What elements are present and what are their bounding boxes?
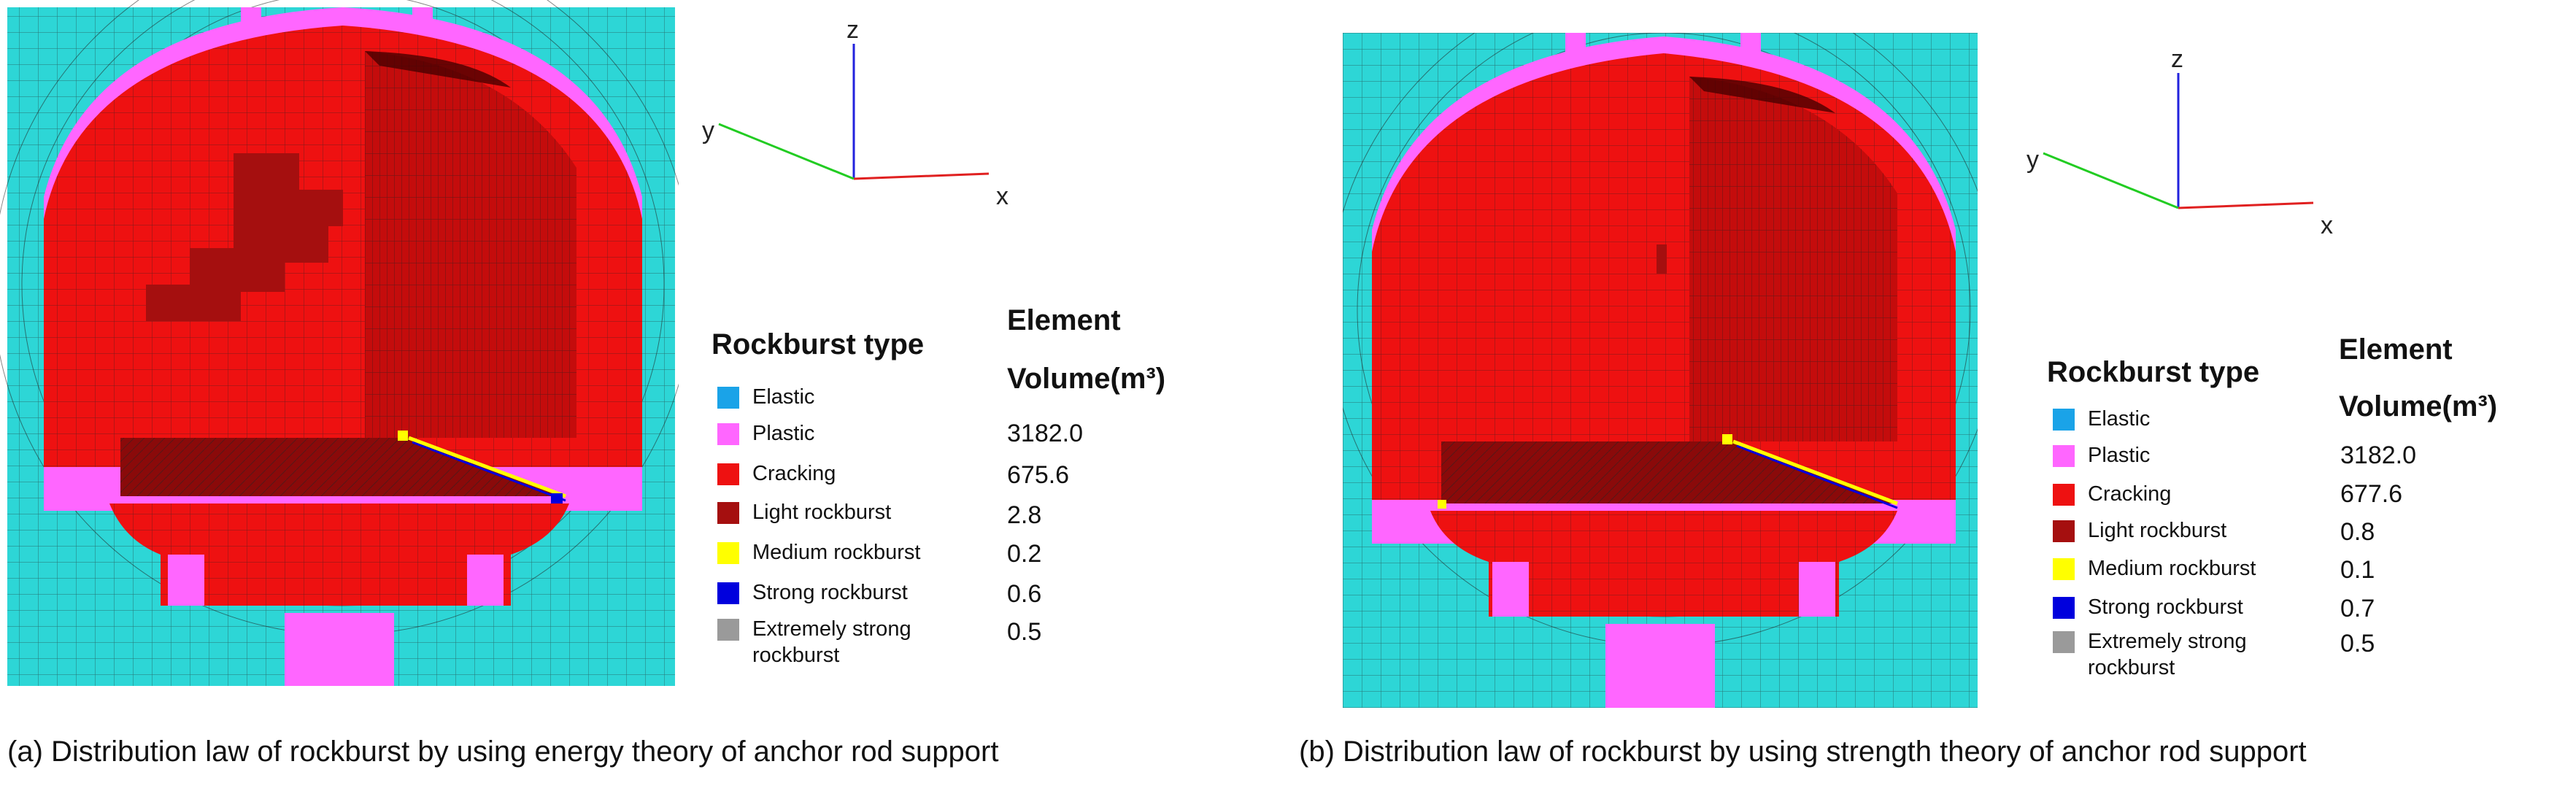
volume-light-rockburst: 2.8: [1007, 501, 1042, 529]
legend-label-line2: rockburst: [752, 644, 840, 667]
medium-rockburst-swatch: [2053, 558, 2075, 580]
legend-item-medium-rockburst: Medium rockburst: [2047, 552, 2324, 589]
y-axis-label: y: [702, 117, 714, 144]
legend-item-cracking: Cracking: [712, 458, 989, 494]
light-rockburst-swatch: [2053, 520, 2075, 542]
legend-item-cracking: Cracking: [2047, 478, 2324, 514]
y-axis: [2043, 152, 2179, 209]
x-axis: [853, 172, 990, 180]
extremely-strong-rockburst-swatch: [717, 619, 739, 641]
coordinate-axes-a: z x y: [702, 16, 1009, 210]
light-rockburst-spot: [1657, 244, 1667, 274]
volume-strong-rockburst: 0.7: [2340, 595, 2375, 622]
caption-a: (a) Distribution law of rockburst by usi…: [7, 736, 999, 768]
legend-item-elastic: Elastic: [2047, 403, 2324, 439]
plastic-swatch: [717, 423, 739, 445]
volume-cracking: 675.6: [1007, 461, 1070, 489]
caption-b: (b) Distribution law of rockburst by usi…: [1299, 736, 2307, 768]
volume-cracking: 677.6: [2340, 480, 2403, 508]
legend-item-extremely-strong-rockburst: Extremely strong rockburst: [2047, 625, 2324, 684]
legend-item-light-rockburst: Light rockburst: [712, 496, 989, 533]
legend-label: Plastic: [2088, 444, 2151, 467]
tunnel-model-a: [0, 0, 679, 686]
legend-item-plastic: Plastic: [2047, 439, 2324, 476]
x-axis: [2178, 201, 2314, 209]
volume-plastic: 3182.0: [1007, 420, 1083, 447]
light-rockburst-swatch: [717, 502, 739, 524]
legend-title: Rockburst type: [712, 328, 925, 360]
y-axis-label: y: [2027, 146, 2039, 174]
medium-rockburst-swatch: [717, 542, 739, 564]
legend-b: Rockburst type Element Volume(m³) Elasti…: [2047, 328, 2499, 708]
panel-b: z x y Rockburst type Element Volume(m³) …: [1288, 0, 2576, 791]
volume-title-line2: Volume(m³): [2339, 390, 2498, 422]
volume-title-line1: Element: [1007, 304, 1121, 336]
strong-rockburst-swatch: [717, 582, 739, 604]
legend-label: Cracking: [2088, 482, 2172, 506]
legend-label: Medium rockburst: [2088, 557, 2256, 580]
legend-label-line2: rockburst: [2088, 656, 2175, 679]
plastic-swatch: [2053, 445, 2075, 467]
volume-extremely-strong-rockburst: 0.5: [2340, 630, 2375, 657]
legend-label: Strong rockburst: [2088, 595, 2243, 619]
legend-item-elastic: Elastic: [712, 381, 989, 417]
volume-light-rockburst: 0.8: [2340, 518, 2375, 546]
z-axis-label: z: [847, 16, 859, 44]
volume-title-line2: Volume(m³): [1007, 363, 1166, 395]
legend-label: Medium rockburst: [752, 541, 921, 564]
elastic-swatch: [2053, 409, 2075, 431]
panel-a: z x y Rockburst type Element Volume(m³) …: [0, 0, 1165, 768]
legend-label: Extremely strong: [752, 617, 911, 641]
coordinate-axes-b: z x y: [2027, 45, 2333, 239]
y-axis: [718, 123, 855, 180]
legend-item-extremely-strong-rockburst: Extremely strong rockburst: [712, 613, 989, 671]
legend-item-strong-rockburst: Strong rockburst: [2047, 591, 2324, 628]
volume-title-line1: Element: [2339, 333, 2453, 366]
strong-rockburst-swatch: [2053, 597, 2075, 619]
legend-a: Rockburst type Element Volume(m³) Elasti…: [712, 299, 1165, 686]
legend-title: Rockburst type: [2047, 356, 2260, 388]
volume-plastic: 3182.0: [2340, 441, 2416, 469]
volume-medium-rockburst: 0.2: [1007, 540, 1042, 568]
x-axis-label: x: [2321, 212, 2333, 239]
legend-label: Elastic: [2088, 407, 2151, 431]
legend-item-medium-rockburst: Medium rockburst: [712, 536, 989, 573]
cracking-swatch: [2053, 484, 2075, 506]
volume-column-title: Element Volume(m³): [2339, 328, 2497, 428]
z-axis-label: z: [2171, 45, 2183, 73]
legend-label: Light rockburst: [2088, 519, 2227, 542]
volume-strong-rockburst: 0.6: [1007, 580, 1042, 608]
extremely-strong-rockburst-swatch: [2053, 631, 2075, 653]
volume-extremely-strong-rockburst: 0.5: [1007, 618, 1042, 646]
x-axis-label: x: [996, 182, 1009, 210]
tunnel-model-b: [1343, 33, 1978, 708]
legend-label: Strong rockburst: [752, 581, 908, 604]
light-rockburst-zone: [146, 153, 343, 321]
cracking-swatch: [717, 463, 739, 485]
elastic-swatch: [717, 387, 739, 409]
legend-label: Light rockburst: [752, 501, 892, 524]
legend-item-strong-rockburst: Strong rockburst: [712, 576, 989, 613]
legend-item-plastic: Plastic: [712, 417, 989, 454]
legend-label: Elastic: [752, 385, 815, 409]
legend-label: Extremely strong: [2088, 630, 2247, 653]
legend-item-light-rockburst: Light rockburst: [2047, 514, 2324, 551]
legend-label: Cracking: [752, 462, 836, 485]
legend-label: Plastic: [752, 422, 815, 445]
volume-column-title: Element Volume(m³): [1007, 299, 1165, 400]
volume-medium-rockburst: 0.1: [2340, 556, 2375, 584]
